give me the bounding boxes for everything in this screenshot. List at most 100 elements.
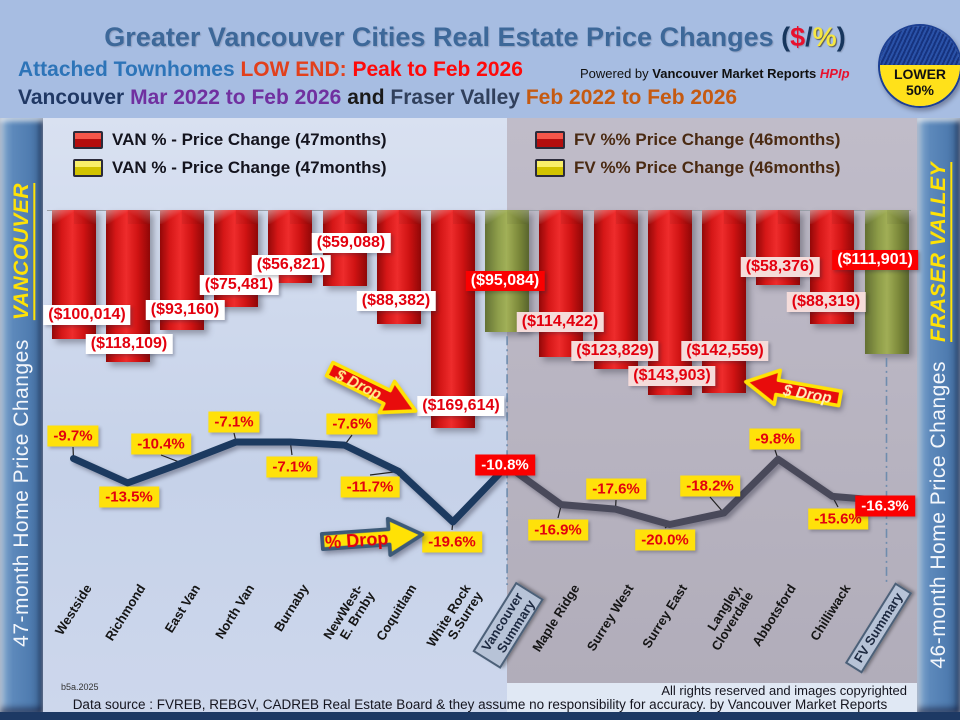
percent-label-fv-summary: -16.3% xyxy=(855,495,915,517)
axis-label-surrey-east: Surrey East xyxy=(639,581,691,651)
zero-axis-line xyxy=(47,210,911,211)
legend-label: FV %% Price Change (46months) xyxy=(574,130,841,149)
money-label-newwest-e-brnby: ($59,088) xyxy=(311,233,391,253)
legend-label: VAN % - Price Change (47months) xyxy=(112,158,387,177)
powered-brand: Vancouver Market Reports xyxy=(652,66,817,81)
percent-label-chilliwack: -15.6% xyxy=(808,508,868,530)
dateline-fv: Fraser Valley xyxy=(390,86,520,109)
money-label-westside: ($100,014) xyxy=(43,305,131,325)
legend-label: VAN % - Price Change (47months) xyxy=(112,130,387,149)
bar-fv-summary xyxy=(864,210,909,354)
data-source-text: Data source : FVREB, REBGV, CADREB Real … xyxy=(72,697,888,712)
page-title: Greater Vancouver Cities Real Estate Pri… xyxy=(50,22,900,53)
bottom-border-strip xyxy=(0,712,960,720)
fraser-valley-sidebar-metric: 46-month Home Price Changes xyxy=(926,360,950,669)
axis-label-north-van: North Van xyxy=(211,581,257,642)
money-label-white-rock-s-surrey: ($169,614) xyxy=(417,396,505,416)
fraser-valley-sidebar-region: FRASER VALLEY xyxy=(926,161,950,342)
percent-label-abbotsford: -9.8% xyxy=(749,428,801,450)
vancouver-sidebar-text: 47-month Home Price Changes VANCOUVER xyxy=(10,183,34,647)
axis-label-abbotsford: Abbotsford xyxy=(749,581,799,649)
copyright-text: All rights reserved and images copyright… xyxy=(661,683,907,698)
dollar-drop-left-arrow: $ Drop xyxy=(317,350,427,434)
fraser-valley-footer-strip xyxy=(507,683,917,712)
title-dollar: $ xyxy=(790,22,806,52)
legend-swatch-yellow-icon xyxy=(73,159,103,177)
powered-hpi: HPIp xyxy=(819,66,850,81)
lower-50-badge-top xyxy=(880,26,960,66)
percent-label-surrey-east: -20.0% xyxy=(635,529,695,551)
bar-surrey-east xyxy=(647,210,692,395)
money-label-coquitlam: ($88,382) xyxy=(356,291,436,311)
dollar-drop-left-text: $ Drop xyxy=(332,366,384,403)
axis-label-east-van: East Van xyxy=(161,581,203,636)
fv-percent-line xyxy=(503,455,890,528)
axis-label-newwest-e-brnby: NewWest- E. Brnby xyxy=(319,581,377,642)
fraser-valley-sidebar-text: 46-month Home Price Changes FRASER VALLE… xyxy=(927,162,951,669)
percent-drop-arrow: % Drop xyxy=(315,513,430,568)
money-label-maple-ridge: ($114,422) xyxy=(516,312,604,332)
title-percent: % xyxy=(812,22,837,52)
dollar-drop-right-arrow: $ Drop xyxy=(739,362,845,424)
lower-50-badge-text: LOWER 50% xyxy=(880,66,960,98)
money-label-langley-cloverdale: ($142,559) xyxy=(681,341,769,361)
lower-50-badge-bottom xyxy=(880,65,960,106)
line-layer xyxy=(70,336,890,585)
vancouver-sidebar-region: VANCOUVER xyxy=(9,183,33,321)
title-paren-open: ( xyxy=(781,22,791,52)
percent-label-langley-cloverdale: -18.2% xyxy=(680,475,740,497)
percent-label-burnaby: -7.1% xyxy=(266,456,318,478)
title-paren-close: ) xyxy=(836,22,846,52)
legend-label: FV %% Price Change (46months) xyxy=(574,158,841,177)
percent-label-east-van: -10.4% xyxy=(131,433,191,455)
axis-label-coquitlam: Coquitlam xyxy=(373,581,420,644)
vancouver-sidebar-metric: 47-month Home Price Changes xyxy=(9,339,33,647)
axis-label-surrey-west: Surrey West xyxy=(583,581,637,654)
dateline-fv-range: Feb 2022 to Feb 2026 xyxy=(525,86,738,109)
axis-label-langley-cloverdale: Langley, Cloverdale xyxy=(704,581,757,654)
percent-drop-text: % Drop xyxy=(324,529,389,553)
axis-label-westside: Westside xyxy=(51,581,95,638)
date-range-line: Vancouver Mar 2022 to Feb 2026 and Frase… xyxy=(18,86,737,110)
axis-label-burnaby: Burnaby xyxy=(270,581,312,635)
powered-prefix: Powered by xyxy=(580,66,649,81)
subtitle-product: Attached Townhomes xyxy=(18,58,235,81)
fraser-valley-sidebar: 46-month Home Price Changes FRASER VALLE… xyxy=(917,118,960,712)
subtitle: Attached Townhomes LOW END: Peak to Feb … xyxy=(18,58,523,82)
percent-label-surrey-west: -17.6% xyxy=(586,478,646,500)
dollar-drop-right-text: $ Drop xyxy=(781,382,833,407)
money-label-surrey-west: ($123,829) xyxy=(571,341,659,361)
legend-vancouver: VAN % - Price Change (47months) VAN % - … xyxy=(73,126,387,182)
dateline-van-range: Mar 2022 to Feb 2026 xyxy=(130,86,342,109)
legend-swatch-yellow-icon xyxy=(535,159,565,177)
legend-swatch-red-icon xyxy=(73,131,103,149)
bar-langley-cloverdale xyxy=(701,210,746,394)
badge-line1: LOWER xyxy=(893,66,947,82)
money-label-east-van: ($93,160) xyxy=(145,300,225,320)
percent-label-coquitlam: -11.7% xyxy=(340,476,400,498)
percent-label-white-rock-s-surrey: -19.6% xyxy=(422,531,482,553)
badge-line2: 50% xyxy=(905,81,935,98)
data-labels-layer: ($100,014) -9.7% ($118,109) -13.5% ($93,160)… xyxy=(43,118,918,712)
percent-label-westside: -9.7% xyxy=(47,425,99,447)
bar-white-rock-s-surrey xyxy=(430,210,475,428)
version-code: b5a.2025 xyxy=(61,682,99,692)
van-percent-line xyxy=(70,438,511,526)
money-label-vancouver-summary: ($95,084) xyxy=(465,271,545,291)
percent-label-vancouver-summary: -10.8% xyxy=(475,454,535,476)
money-label-burnaby: ($56,821) xyxy=(251,255,331,275)
legend-item: FV %% Price Change (46months) xyxy=(535,126,840,154)
title-slash: / xyxy=(805,22,813,52)
money-label-surrey-east: ($143,903) xyxy=(628,366,716,386)
percent-label-north-van: -7.1% xyxy=(208,411,260,433)
legend-fraser-valley: FV %% Price Change (46months) FV %% Pric… xyxy=(535,126,840,182)
page-title-text: Greater Vancouver Cities Real Estate Pri… xyxy=(104,22,774,52)
money-label-richmond: ($118,109) xyxy=(85,334,173,354)
subtitle-range: Peak to Feb 2026 xyxy=(352,58,523,81)
x-axis-labels-layer: Westside Richmond East Van North Van Burnaby… xyxy=(43,118,917,712)
lower-50-badge: LOWER 50% xyxy=(878,24,960,108)
axis-label-chilliwack: Chilliwack xyxy=(806,581,854,644)
money-label-chilliwack: ($88,319) xyxy=(786,292,866,312)
axis-label-richmond: Richmond xyxy=(102,581,149,644)
